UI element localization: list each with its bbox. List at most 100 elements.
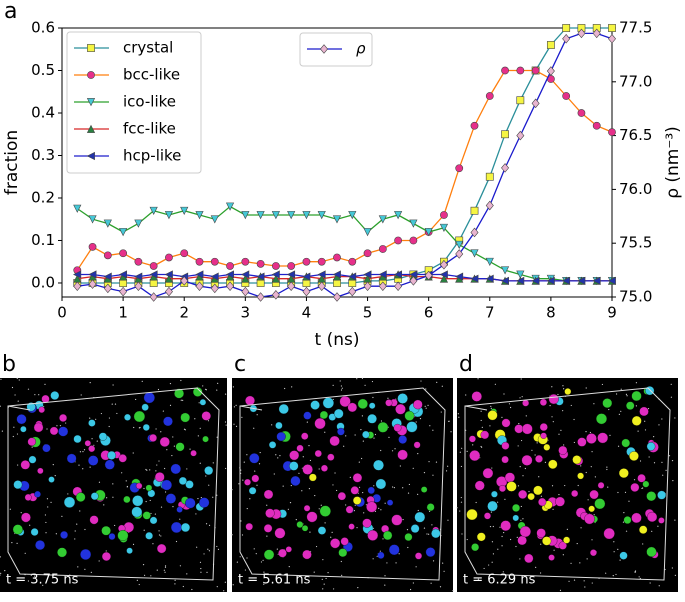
data-point [363,270,372,279]
solvent-dot [156,464,158,466]
solvent-dot [407,546,409,549]
solvent-dot [16,542,18,544]
solvent-dot [360,429,362,431]
solvent-dot [518,423,520,425]
solvent-dot [641,487,643,490]
particle [522,399,530,407]
data-point [424,270,433,281]
solvent-dot [662,474,664,476]
particle [642,480,650,488]
solvent-dot [439,586,442,588]
solvent-dot [200,567,202,570]
data-point [118,270,128,279]
solvent-dot [143,574,146,576]
solvent-dot [236,561,238,563]
solvent-dot [290,484,292,487]
snapshot: t = 6.29 ns [456,378,678,592]
solvent-dot [674,417,676,419]
solvent-dot [477,378,479,380]
particle [340,537,349,546]
data-point [393,270,403,279]
data-point [302,272,311,281]
particle [16,414,27,425]
solvent-dot [169,382,172,385]
solvent-dot [566,528,568,531]
solvent-dot [17,400,19,402]
data-point [317,270,326,279]
particle [501,418,511,428]
solvent-dot [158,460,160,462]
solvent-dot [481,446,483,448]
data-point [317,257,326,266]
particle [276,431,286,442]
particle [88,455,99,466]
data-point [271,290,280,300]
solvent-dot [77,566,79,568]
solvent-dot [105,550,107,552]
solvent-dot [450,431,452,433]
data-point [500,266,510,275]
particle [59,414,68,422]
box-wireframe [464,387,671,581]
particle [542,536,552,546]
x-tick-label: 5 [363,304,373,322]
solvent-dot [56,425,58,427]
particle [302,549,312,560]
solvent-dot [520,505,522,508]
solvent-dot [609,434,611,436]
solvent-dot [492,525,494,528]
solvent-dot [31,446,33,448]
data-point [394,281,403,292]
particle [290,475,301,486]
solvent-dot [552,508,554,510]
solvent-dot [321,578,323,580]
particle [204,466,214,476]
solvent-dot [208,550,210,552]
particle [118,454,127,463]
particle [98,432,108,441]
legend-box [66,31,202,174]
solvent-dot [76,523,78,525]
solvent-dot [393,487,395,489]
data-point [531,98,540,109]
particle [24,493,32,501]
data-point [470,121,479,130]
particle [101,525,111,536]
solvent-dot [617,491,619,494]
solvent-dot [266,535,268,537]
legend-label: fcc-like [123,120,176,138]
x-tick-label: 7 [485,304,495,322]
solvent-dot [158,534,161,536]
particle [28,455,37,464]
solvent-dot [103,504,105,506]
data-point [210,283,219,294]
particle [319,505,331,517]
solvent-dot [182,399,184,401]
solvent-dot [216,436,218,438]
solvent-dot [456,507,458,509]
legend-marker [86,98,96,107]
solvent-dot [431,524,433,526]
solvent-dot [372,558,374,560]
particle [296,521,304,528]
solvent-dot [634,571,636,573]
solvent-dot [256,484,258,486]
solvent-dot [132,543,135,545]
solvent-dot [67,493,69,495]
solvent-dot [98,560,100,562]
particle [536,528,546,538]
solvent-dot [617,548,619,550]
data-point [424,228,433,237]
box-wireframe [239,387,446,581]
x-tick-label: 2 [179,304,189,322]
solvent-dot [4,570,6,572]
y2-tick-label: 76.0 [619,180,652,198]
solvent-dot [291,386,293,388]
solvent-dot [154,513,156,515]
solvent-dot [179,565,182,567]
solvent-dot [183,428,186,430]
solvent-dot [617,445,620,447]
data-point [485,200,494,211]
solvent-dot [59,425,62,427]
solvent-dot [96,440,98,442]
